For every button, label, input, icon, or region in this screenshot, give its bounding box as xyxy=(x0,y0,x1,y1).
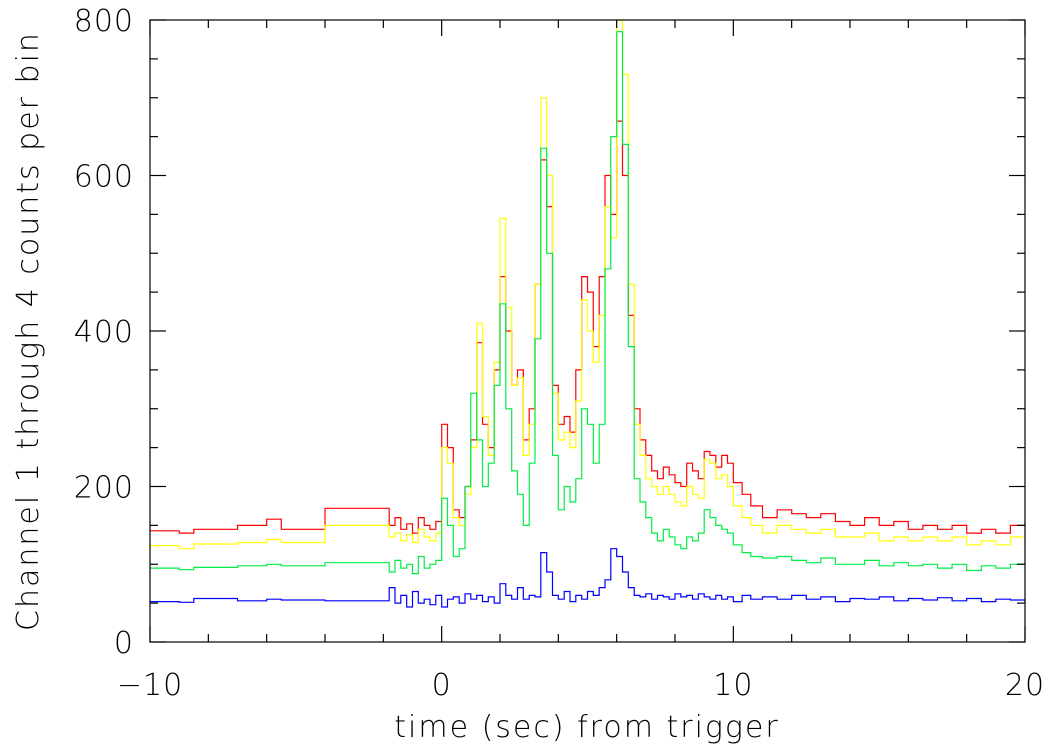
x-axis-title: time (sec) from trigger xyxy=(394,710,779,745)
series-line-4 xyxy=(150,548,1026,608)
y-tick-label-3: 600 xyxy=(74,160,134,195)
series-line-3 xyxy=(150,31,1025,575)
y-tick-label-0: 0 xyxy=(114,626,134,661)
y-tick-label-4: 800 xyxy=(74,4,134,39)
y-tick-label-1: 200 xyxy=(74,471,134,506)
y-tick-label-2: 400 xyxy=(74,315,134,350)
series-line-2 xyxy=(150,19,1026,550)
series-layer xyxy=(150,19,1026,608)
series-line-1 xyxy=(150,120,1026,534)
x-tick-label-2: 10 xyxy=(713,668,753,703)
ticks-layer xyxy=(149,19,1026,643)
x-tick-label-0: −10 xyxy=(117,668,183,703)
x-tick-label-3: 20 xyxy=(1005,668,1045,703)
y-axis-title: Channel 1 through 4 counts per bin xyxy=(11,31,46,631)
x-tick-label-1: 0 xyxy=(432,668,452,703)
